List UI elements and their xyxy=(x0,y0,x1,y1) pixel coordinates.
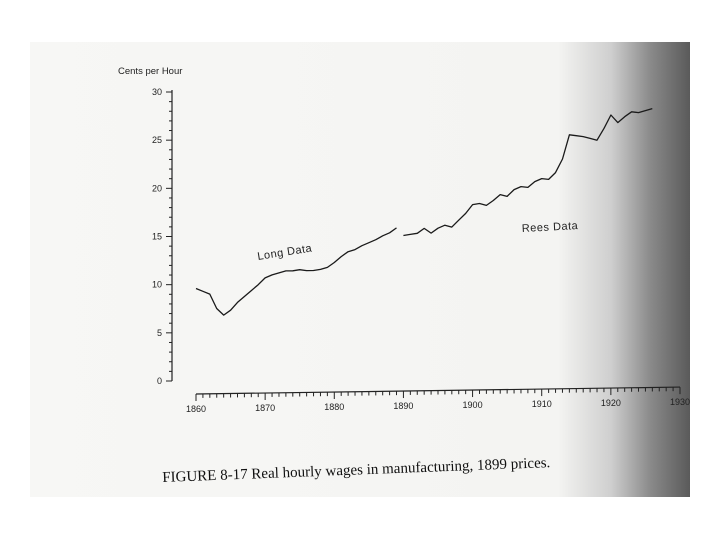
y-tick-label: 15 xyxy=(152,232,162,242)
series-line-rees-data xyxy=(403,107,653,237)
y-axis-label: Cents per Hour xyxy=(118,66,182,77)
x-axis: 1860 1870 1880 1890 1900 1910 1920 1930 xyxy=(186,386,690,414)
annotation-rees-data: Rees Data xyxy=(522,220,579,235)
x-tick-label: 1860 xyxy=(186,404,206,414)
y-tick-label: 30 xyxy=(152,87,162,97)
y-axis: 0 5 10 15 20 25 30 xyxy=(152,87,173,386)
series-lines xyxy=(195,107,653,316)
annotation-long-data: Long Data xyxy=(257,242,314,263)
series-line-long-data xyxy=(195,227,397,316)
x-tick-label: 1900 xyxy=(463,400,483,410)
x-tick-label: 1870 xyxy=(255,403,275,413)
x-tick-label: 1890 xyxy=(393,401,413,411)
x-tick-label: 1880 xyxy=(324,402,344,412)
x-tick-label: 1930 xyxy=(670,397,690,407)
x-tick-label: 1920 xyxy=(601,398,621,408)
scanned-page: 0 5 10 15 20 25 30 1860 1870 1880 1890 1900 1910 192… xyxy=(30,42,690,497)
y-tick-label: 0 xyxy=(157,376,162,386)
y-tick-label: 25 xyxy=(152,135,162,145)
y-tick-label: 10 xyxy=(152,280,162,290)
y-tick-label: 20 xyxy=(152,183,162,193)
y-tick-label: 5 xyxy=(157,328,162,338)
x-tick-label: 1910 xyxy=(532,399,552,409)
chart: 0 5 10 15 20 25 30 1860 1870 1880 1890 1900 1910 192… xyxy=(118,66,690,414)
